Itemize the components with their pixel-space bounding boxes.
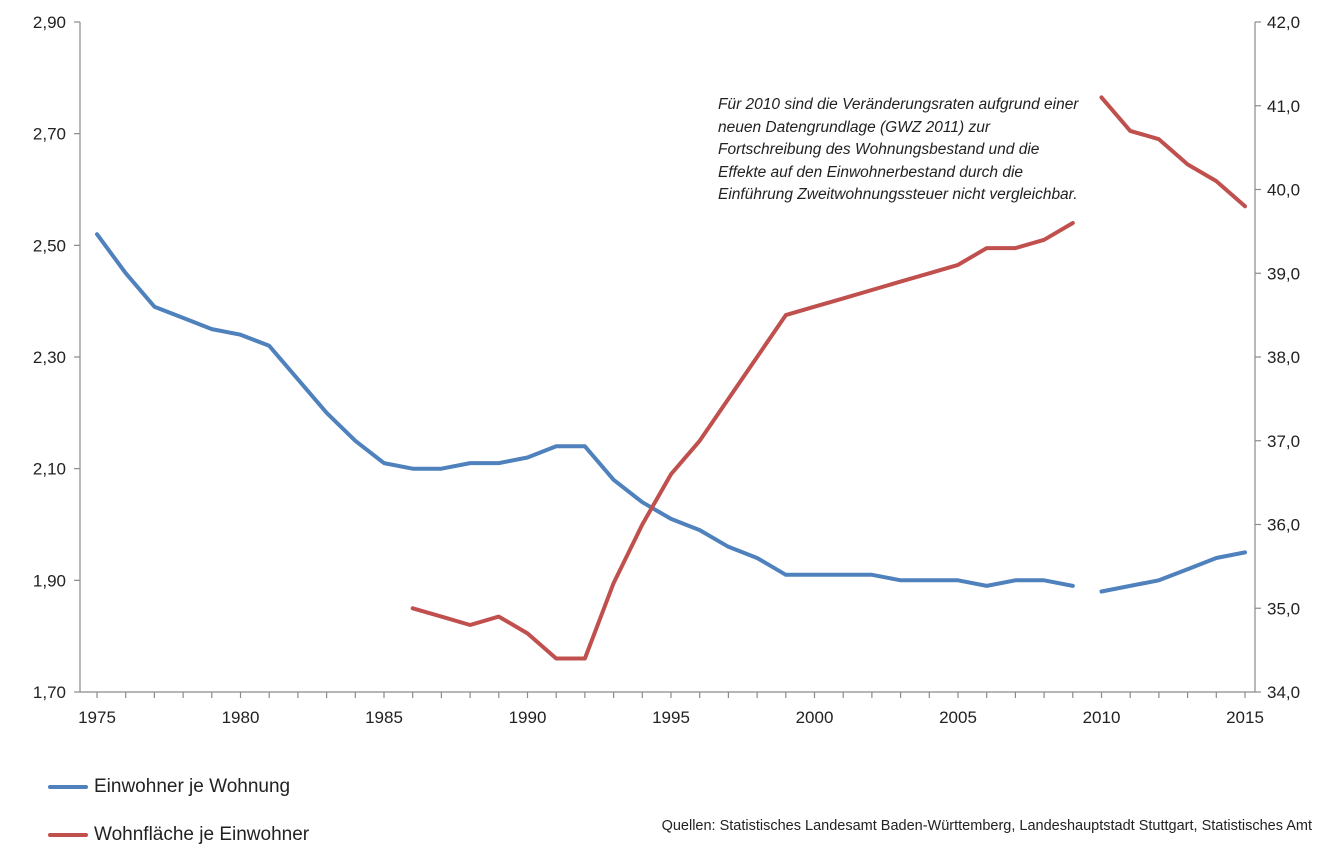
right-tick-label: 40,0 <box>1267 181 1300 200</box>
legend-item-einwohner-je-wohnung: Einwohner je Wohnung <box>48 776 290 798</box>
left-tick-label: 2,70 <box>33 125 66 144</box>
x-tick-label: 1995 <box>652 708 690 727</box>
right-tick-label: 38,0 <box>1267 348 1300 367</box>
left-tick-label: 2,90 <box>33 13 66 32</box>
x-tick-label: 2005 <box>939 708 977 727</box>
series-lines <box>95 95 1247 661</box>
right-axis-ticks: 34,0 35,0 36,0 37,0 38,0 39,0 40,0 41,0 42,0 <box>1255 13 1300 702</box>
left-tick-label: 2,30 <box>33 348 66 367</box>
right-tick-label: 35,0 <box>1267 599 1300 618</box>
left-tick-label: 1,90 <box>33 571 66 590</box>
x-tick-label: 1975 <box>78 708 116 727</box>
left-tick-label: 2,10 <box>33 460 66 479</box>
x-tick-label: 1990 <box>509 708 547 727</box>
x-tick-label: 2000 <box>796 708 834 727</box>
legend-swatch-red <box>48 833 88 837</box>
x-axis-ticks: 1975 1980 1985 1990 1995 2000 2005 2010 2015 <box>78 692 1264 727</box>
right-tick-label: 37,0 <box>1267 432 1300 451</box>
legend-label: Wohnfläche je Einwohner <box>94 824 310 845</box>
x-tick-label: 1980 <box>222 708 260 727</box>
chart-annotation: Für 2010 sind die Veränderungsraten aufg… <box>718 96 1079 203</box>
source-note: Quellen: Statistisches Landesamt Baden-W… <box>661 818 1312 834</box>
series-line-einwohner-je-wohnung-segment-1 <box>95 232 1075 588</box>
legend-item-wohnflaeche-je-einwohner: Wohnfläche je Einwohner <box>48 824 309 846</box>
series-line-wohnflaeche-je-einwohner-segment-2 <box>1099 95 1247 209</box>
left-tick-label: 2,50 <box>33 236 66 255</box>
x-tick-label: 1985 <box>365 708 403 727</box>
legend-swatch-blue <box>48 785 88 789</box>
legend-label: Einwohner je Wohnung <box>94 776 291 797</box>
series-line-einwohner-je-wohnung-segment-2 <box>1099 550 1247 594</box>
right-tick-label: 36,0 <box>1267 516 1300 535</box>
right-tick-label: 34,0 <box>1267 683 1300 702</box>
series-line-wohnflaeche-je-einwohner-segment-1 <box>410 221 1075 661</box>
left-tick-label: 1,70 <box>33 683 66 702</box>
x-tick-label: 2010 <box>1083 708 1121 727</box>
left-axis-ticks: 1,70 1,90 2,10 2,30 2,50 2,70 2,90 <box>33 13 80 702</box>
x-tick-label: 2015 <box>1226 708 1264 727</box>
right-tick-label: 39,0 <box>1267 264 1300 283</box>
right-tick-label: 41,0 <box>1267 97 1300 116</box>
right-tick-label: 42,0 <box>1267 13 1300 32</box>
